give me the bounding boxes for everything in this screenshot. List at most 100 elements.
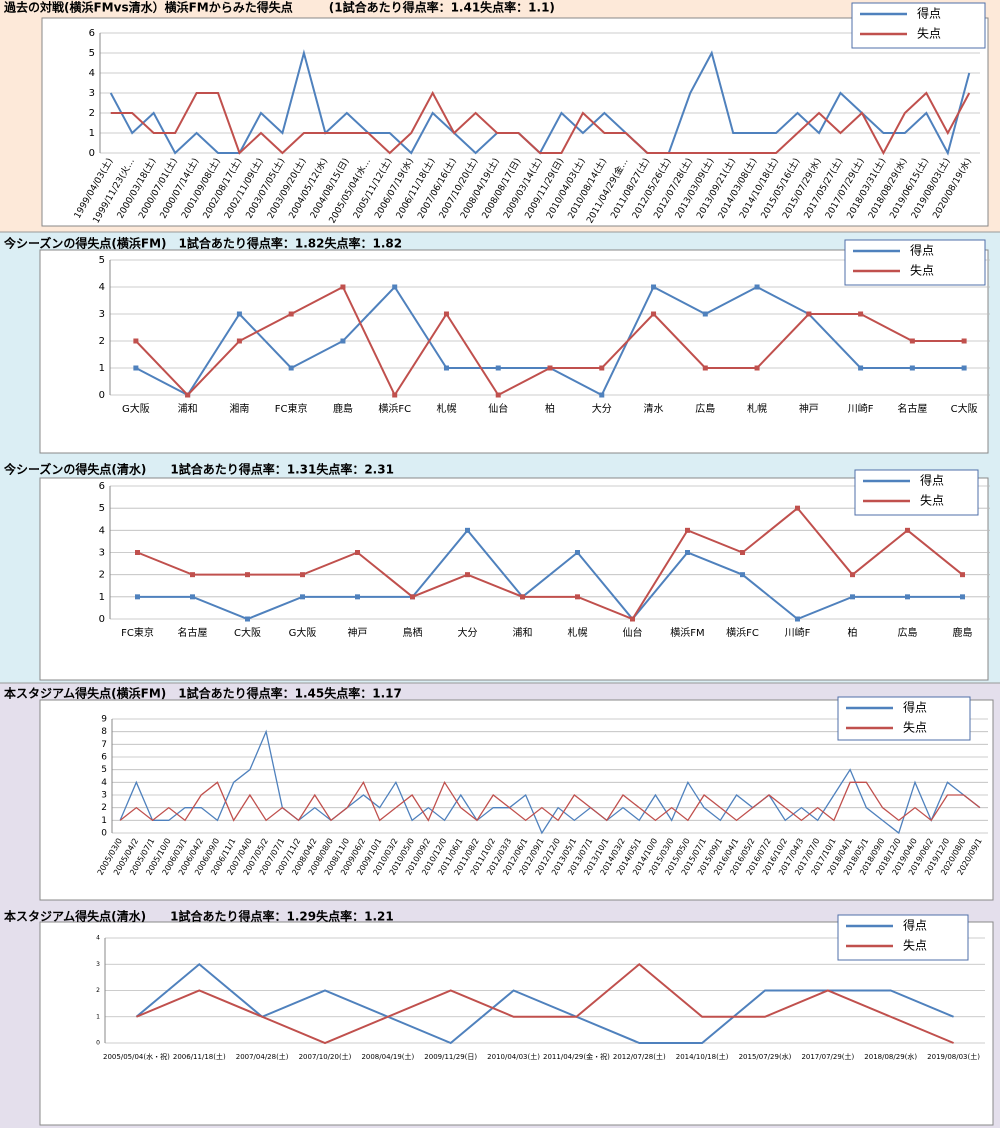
point xyxy=(740,550,745,555)
point xyxy=(133,365,139,371)
x-tick-label: 2009/11/29(日) xyxy=(424,1053,477,1061)
point xyxy=(740,572,745,578)
series-line xyxy=(136,962,954,1045)
x-tick-label: 2017/07/29(土) xyxy=(801,1052,854,1061)
y-tick-label: 0 xyxy=(89,148,95,159)
point xyxy=(961,338,967,344)
point xyxy=(575,594,580,600)
y-tick-label: 5 xyxy=(99,503,105,514)
point xyxy=(236,338,242,344)
point xyxy=(754,284,760,290)
y-tick-label: 5 xyxy=(101,765,107,775)
plot-frame xyxy=(39,477,989,681)
y-tick-label: 4 xyxy=(89,68,95,79)
x-tick-label: 2014/10/18(土) xyxy=(676,1052,729,1061)
legend-box xyxy=(851,2,986,49)
y-tick-label: 4 xyxy=(101,778,107,788)
point xyxy=(355,594,360,600)
x-tick-label: C大阪 xyxy=(951,402,978,415)
series-line xyxy=(135,962,954,1045)
legend-label: 得点 xyxy=(917,6,941,21)
y-tick-label: 5 xyxy=(99,255,105,266)
point xyxy=(547,365,553,371)
x-tick-label: 大分 xyxy=(458,626,478,639)
point xyxy=(443,365,449,371)
legend-label: 得点 xyxy=(920,473,944,488)
x-tick-label: 2011/04/29(金・祝) xyxy=(543,1052,610,1061)
point xyxy=(960,594,965,600)
point xyxy=(495,392,501,398)
legend-label: 失点 xyxy=(920,493,944,508)
x-tick-label: 横浜FM xyxy=(670,626,704,639)
point xyxy=(599,365,605,371)
point xyxy=(520,594,525,600)
point xyxy=(135,594,140,600)
y-tick-label: 3 xyxy=(101,791,107,801)
x-tick-label: 仙台 xyxy=(623,626,643,639)
point xyxy=(909,338,915,344)
y-tick-label: 1 xyxy=(101,816,107,826)
x-tick-label: 札幌 xyxy=(568,626,588,639)
point xyxy=(245,616,250,622)
point xyxy=(905,594,910,600)
legend-label: 得点 xyxy=(903,700,927,715)
legend-label: 失点 xyxy=(910,263,934,278)
x-tick-label: 2019/08/03(土) xyxy=(927,1052,980,1061)
series-line xyxy=(110,90,971,156)
point xyxy=(961,365,967,371)
point xyxy=(133,338,139,344)
point xyxy=(702,365,708,371)
x-tick-label: 札幌 xyxy=(747,402,767,415)
point xyxy=(190,594,195,600)
y-tick-label: 3 xyxy=(89,88,95,99)
x-tick-label: 浦和 xyxy=(178,402,198,415)
x-tick-label: FC東京 xyxy=(275,402,308,415)
y-tick-label: 3 xyxy=(96,961,100,968)
point xyxy=(190,572,195,578)
chart-title: 本スタジアム得失点(横浜FM) 1試合あたり得点率：1.45失点率：1.17 xyxy=(4,686,402,701)
series-line xyxy=(119,780,981,822)
chart-title: 今シーズンの得失点(清水) 1試合あたり得点率：1.31失点率：2.31 xyxy=(3,462,394,477)
point xyxy=(465,572,470,578)
y-tick-label: 2 xyxy=(101,803,107,813)
x-tick-label: 2007/10/20(土) xyxy=(299,1052,352,1061)
x-tick-label: 2018/08/29(水) xyxy=(864,1052,917,1061)
x-tick-label: 清水 xyxy=(644,402,664,415)
point xyxy=(599,392,605,398)
y-tick-label: 9 xyxy=(101,715,107,725)
x-tick-label: 鹿島 xyxy=(953,626,973,639)
legend-label: 失点 xyxy=(903,720,927,735)
legend-label: 得点 xyxy=(903,918,927,933)
x-tick-label: 2008/04/19(土) xyxy=(361,1052,414,1061)
point xyxy=(795,505,800,511)
y-tick-label: 2 xyxy=(96,987,100,994)
x-tick-label: 2007/04/28(土) xyxy=(236,1052,289,1061)
point xyxy=(443,311,449,317)
point xyxy=(300,572,305,578)
chart-title: 過去の対戦(横浜FMvs清水）横浜FMからみた得失点 (1試合あたり得点率：1.… xyxy=(3,0,555,15)
point xyxy=(340,338,346,344)
point xyxy=(651,311,657,317)
legend-box xyxy=(837,914,969,961)
y-tick-label: 8 xyxy=(101,727,107,737)
legend-label: 得点 xyxy=(910,243,934,258)
series-line xyxy=(137,506,964,621)
x-tick-label: 2010/04/03(土) xyxy=(487,1052,540,1061)
y-tick-label: 7 xyxy=(101,740,107,750)
point xyxy=(288,365,294,371)
y-tick-label: 6 xyxy=(101,753,107,763)
point xyxy=(909,365,915,371)
legend-box xyxy=(854,469,979,516)
x-tick-label: 川崎F xyxy=(848,402,874,415)
point xyxy=(135,550,140,555)
x-tick-label: 広島 xyxy=(695,402,715,415)
chart-title: 今シーズンの得失点(横浜FM) 1試合あたり得点率：1.82失点率：1.82 xyxy=(3,236,402,251)
point xyxy=(300,594,305,600)
x-tick-label: G大阪 xyxy=(289,626,317,639)
x-tick-label: 湘南 xyxy=(229,402,249,415)
point xyxy=(850,594,855,600)
x-tick-label: 広島 xyxy=(898,626,918,639)
plot-frame xyxy=(39,921,994,1126)
y-tick-label: 4 xyxy=(99,282,105,293)
